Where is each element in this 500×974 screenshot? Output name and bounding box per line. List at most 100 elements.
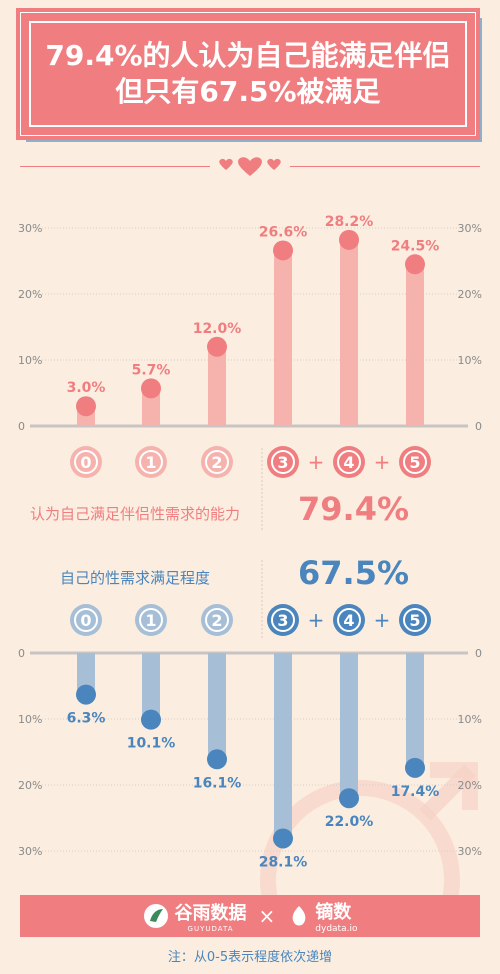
gender-symbol-icon — [260, 762, 478, 895]
bar-cap-dot — [207, 749, 227, 770]
plus-sign: + — [374, 608, 391, 632]
bar-cap-dot — [141, 709, 161, 730]
dydata-logo-icon — [292, 906, 306, 926]
category-marker-ring — [139, 450, 163, 474]
y-tick-label-right: 20% — [458, 288, 482, 301]
category-marker-ring — [205, 450, 229, 474]
brand-dydata: 镝数 — [315, 902, 352, 923]
bar-cap-dot — [76, 396, 96, 417]
y-tick-label-right: 30% — [458, 845, 482, 858]
data-label: 12.0% — [193, 321, 242, 337]
footer-bar: 谷雨数据 GUYUDATA × 镝数 dydata.io — [20, 895, 480, 937]
y-tick-label-right: 30% — [458, 222, 482, 235]
capability-legend-label: 认为自己满足伴侣性需求的能力 — [30, 505, 241, 523]
category-label: 1 — [145, 453, 156, 472]
title-frame: 79.4%的人认为自己能满足伴侣 但只有67.5%被满足 — [29, 21, 467, 127]
capability-chart: 0 0 10% 10% 20% 20% 30% 30% 3.0% 0 5.7% 1 12.0% 2 26.6… — [18, 214, 482, 478]
y-tick-label-left: 0 — [18, 420, 25, 433]
capability-total: 79.4% — [298, 490, 410, 528]
survey-chart: 0 0 10% 10% 20% 20% 30% 30% 3.0% 0 5.7% 1 12.0% 2 26.6… — [18, 214, 482, 895]
footnote: 注：从0-5表示程度依次递增 — [167, 950, 333, 965]
category-marker-ring — [403, 608, 427, 632]
hearts-icon — [219, 157, 281, 176]
satisfaction-chart: 0 0 10% 10% 20% 20% 30% 30% 6.3% 0 10.1% 1 16.1% 2 28.… — [18, 604, 482, 870]
bar — [142, 653, 160, 720]
category-label: 5 — [409, 611, 420, 630]
category-label: 4 — [343, 453, 354, 472]
category-label: 3 — [277, 453, 288, 472]
y-tick-label-left: 20% — [18, 779, 42, 792]
bar — [274, 653, 292, 839]
y-tick-label-right: 10% — [458, 354, 482, 367]
data-label: 10.1% — [127, 736, 176, 752]
bar-cap-dot — [207, 336, 227, 357]
bar — [406, 653, 424, 768]
y-tick-label-left: 0 — [18, 647, 25, 660]
category-marker-ring — [337, 608, 361, 632]
plus-sign: + — [374, 450, 391, 474]
category-label: 1 — [145, 611, 156, 630]
data-label: 22.0% — [325, 814, 374, 830]
bar-cap-dot — [339, 229, 359, 250]
category-label: 0 — [80, 453, 91, 472]
category-label: 0 — [80, 611, 91, 630]
bar-cap-dot — [405, 254, 425, 275]
bar — [340, 239, 358, 426]
data-label: 17.4% — [391, 784, 440, 800]
bar — [274, 250, 292, 426]
bar-cap-dot — [273, 828, 293, 849]
category-label: 2 — [211, 453, 222, 472]
category-label: 2 — [211, 611, 222, 630]
bar-cap-dot — [76, 684, 96, 705]
category-marker-ring — [403, 450, 427, 474]
y-tick-label-right: 20% — [458, 779, 482, 792]
category-marker-ring — [74, 450, 98, 474]
data-label: 5.7% — [132, 362, 171, 378]
category-label: 4 — [343, 611, 354, 630]
category-marker-ring — [205, 608, 229, 632]
guyu-logo-icon — [143, 904, 168, 928]
brand-separator: × — [258, 904, 276, 928]
bar-cap-dot — [405, 757, 425, 778]
bar — [208, 653, 226, 760]
y-tick-label-right: 0 — [475, 647, 482, 660]
satisfaction-total: 67.5% — [298, 554, 410, 592]
title-line-1: 79.4%的人认为自己能满足伴侣 — [45, 39, 451, 72]
category-marker-ring — [271, 450, 295, 474]
category-marker-ring — [74, 608, 98, 632]
y-tick-label-left: 30% — [18, 845, 42, 858]
category-marker-ring — [271, 608, 295, 632]
category-label: 5 — [409, 453, 420, 472]
data-label: 16.1% — [193, 775, 242, 791]
title-banner: 79.4%的人认为自己能满足伴侣 但只有67.5%被满足 — [16, 8, 480, 140]
data-label: 24.5% — [391, 238, 440, 254]
category-marker-ring — [139, 608, 163, 632]
bar-cap-dot — [273, 240, 293, 261]
category-marker-ring — [337, 450, 361, 474]
brand-guyu-sub: GUYUDATA — [187, 925, 234, 933]
y-tick-label-left: 20% — [18, 288, 42, 301]
bar-cap-dot — [339, 788, 359, 809]
plus-sign: + — [308, 608, 325, 632]
bar-cap-dot — [141, 378, 161, 399]
y-tick-label-right: 10% — [458, 713, 482, 726]
data-label: 3.0% — [67, 380, 106, 396]
satisfaction-legend-label: 自己的性需求满足程度 — [60, 569, 211, 587]
bar — [340, 653, 358, 799]
divider-left — [20, 166, 210, 167]
plus-sign: + — [308, 450, 325, 474]
divider-right — [290, 166, 480, 167]
y-tick-label-right: 0 — [475, 420, 482, 433]
data-label: 26.6% — [259, 224, 308, 240]
data-label: 28.1% — [259, 854, 308, 870]
category-label: 3 — [277, 611, 288, 630]
y-tick-label-left: 30% — [18, 222, 42, 235]
bar — [406, 264, 424, 426]
bar — [77, 653, 95, 695]
bar — [208, 346, 226, 426]
y-tick-label-left: 10% — [18, 354, 42, 367]
data-label: 28.2% — [325, 214, 374, 230]
title-line-2: 但只有67.5%被满足 — [115, 75, 381, 108]
bar — [142, 388, 160, 426]
data-label: 6.3% — [67, 711, 106, 727]
